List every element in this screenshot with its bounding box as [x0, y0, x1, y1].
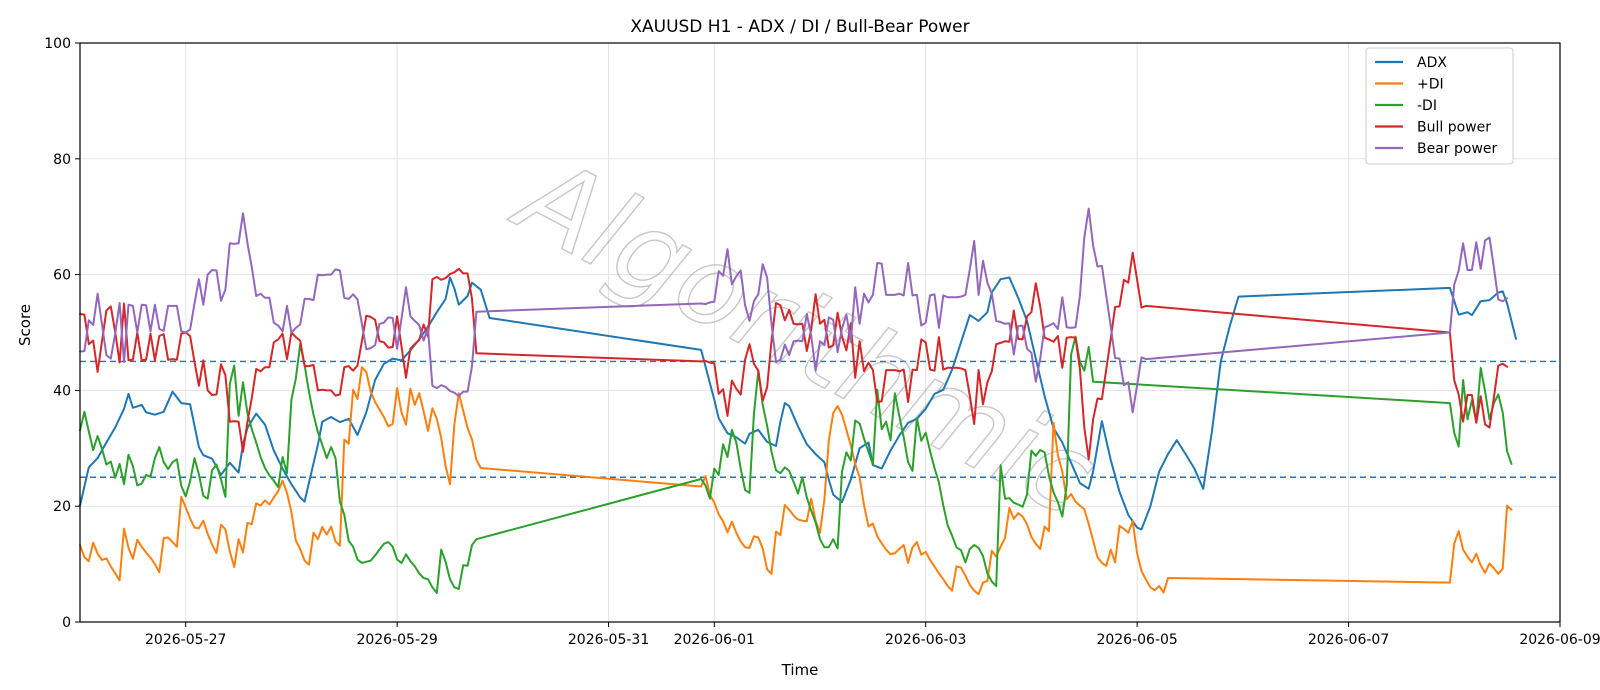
x-tick-label: 2026-06-07	[1308, 632, 1389, 648]
x-axis-label: Time	[781, 661, 819, 679]
x-axis: 2026-05-27 2026-05-29 2026-05-31 2026-06-01…	[145, 622, 1600, 648]
x-tick-label: 2026-06-03	[885, 632, 966, 648]
legend-label: Bear power	[1417, 141, 1498, 157]
legend-label: ADX	[1417, 55, 1447, 71]
x-tick-label: 2026-06-09	[1519, 632, 1600, 648]
chart-title: XAUUSD H1 - ADX / DI / Bull-Bear Power	[630, 17, 969, 37]
x-tick-label: 2026-05-29	[356, 632, 437, 648]
series-layer	[79, 207, 1517, 596]
y-tick-label: 20	[53, 499, 71, 515]
series-line--di	[79, 366, 1513, 596]
x-tick-label: 2026-06-01	[674, 632, 755, 648]
y-axis: 0 20 40 60 80 100	[44, 36, 80, 631]
reference-lines	[80, 360, 1560, 478]
plot-frame	[79, 42, 1561, 623]
series-line--di	[79, 335, 1513, 594]
y-tick-label: 80	[53, 152, 71, 168]
y-tick-label: 60	[53, 268, 71, 284]
x-tick-label: 2026-06-05	[1096, 632, 1177, 648]
y-axis-label: Score	[16, 304, 34, 346]
legend-label: -DI	[1417, 98, 1437, 114]
legend: ADX +DI -DI Bull power Bear power	[1365, 47, 1514, 165]
y-tick-label: 0	[62, 615, 71, 631]
legend-label: Bull power	[1417, 120, 1491, 136]
legend-label: +DI	[1417, 77, 1444, 93]
series-line-bull-power	[79, 251, 1509, 461]
legend-box	[1365, 47, 1514, 165]
y-tick-label: 100	[44, 36, 71, 52]
x-tick-label: 2026-05-27	[145, 632, 226, 648]
series-line-bear-power	[79, 207, 1509, 414]
x-tick-label: 2026-05-31	[568, 632, 649, 648]
y-tick-label: 40	[53, 383, 71, 399]
